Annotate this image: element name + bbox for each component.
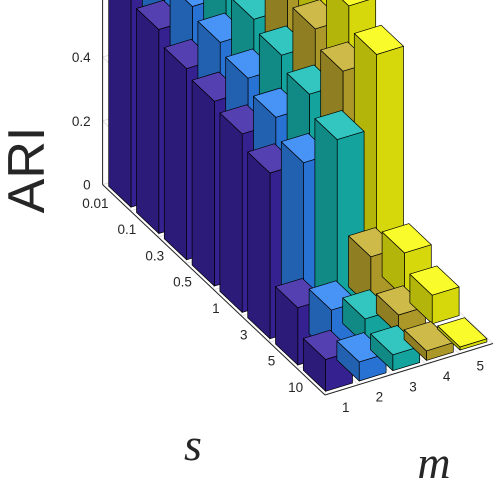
- s-tick-label: 0.5: [173, 275, 192, 290]
- z-tick-label: 0.4: [72, 50, 91, 65]
- bar-m4-s10: [403, 321, 454, 361]
- s-tick-label: 5: [268, 354, 276, 369]
- m-tick-label: 1: [342, 400, 350, 415]
- s-tick-label: 0.01: [82, 196, 108, 211]
- bar-m2-s10: [336, 332, 387, 382]
- z-tick-label: 0: [83, 178, 91, 193]
- z-tick-label: 0.2: [72, 114, 91, 129]
- s-tick-label: 0.3: [145, 248, 164, 263]
- s-tick-label: 0.1: [118, 222, 137, 237]
- s-tick-label: 3: [240, 327, 248, 342]
- axis-line: [324, 343, 494, 396]
- z-axis-label: ARI: [0, 127, 56, 214]
- z-tick-label: 0.6: [72, 0, 91, 1]
- bar-m5-s5: [409, 265, 460, 325]
- m-tick-label: 5: [476, 359, 484, 374]
- bar-side-face: [247, 151, 271, 340]
- m-tick-label: 4: [443, 369, 451, 384]
- bars-layer: [108, 0, 488, 392]
- m-tick-label: 2: [376, 390, 384, 405]
- bar-top-face: [353, 24, 404, 55]
- bar-m3-s10: [370, 325, 421, 372]
- s-axis-label: s: [184, 419, 202, 470]
- bar-side-face: [163, 47, 187, 261]
- bar-top-face: [403, 321, 454, 352]
- bar-top-face: [342, 0, 370, 7]
- bar-m5-s10: [437, 317, 488, 351]
- bar-top-face: [336, 332, 387, 363]
- s-tick-label: 10: [288, 380, 303, 395]
- bar-top-face: [381, 223, 432, 254]
- bar-side-face: [219, 112, 243, 313]
- bar-side-face: [108, 0, 132, 208]
- m-tick-label: 3: [409, 379, 417, 394]
- m-axis-label: m: [417, 437, 450, 485]
- bar-side-face: [136, 8, 160, 234]
- s-tick-label: 1: [212, 301, 220, 316]
- axis-line: [102, 184, 326, 396]
- bar-side-face: [191, 79, 215, 287]
- bar-top-face: [437, 317, 488, 348]
- bar-top-face: [370, 325, 421, 356]
- bar-top-face: [314, 110, 365, 140]
- bar-top-face: [375, 285, 426, 316]
- bar-top-face: [409, 265, 460, 296]
